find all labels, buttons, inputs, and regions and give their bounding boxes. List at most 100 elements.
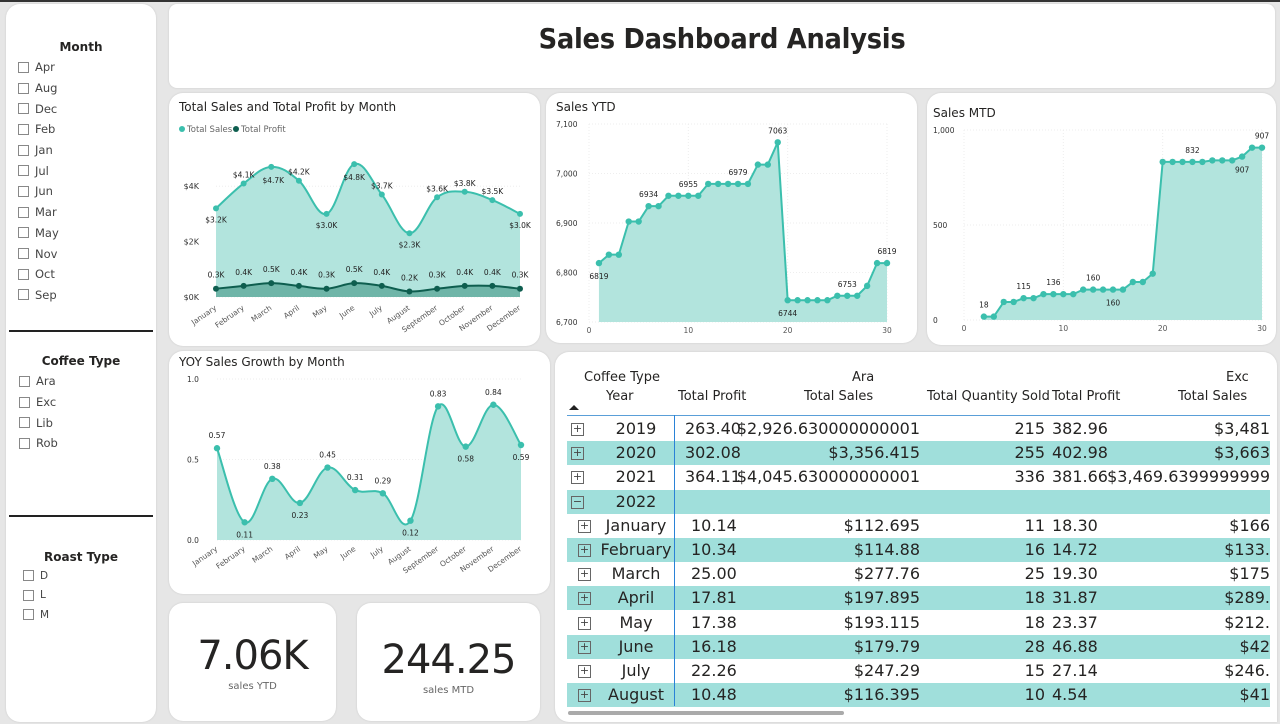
- matrix-header-year[interactable]: Year: [606, 389, 634, 404]
- x-tick-label: 0: [587, 326, 592, 335]
- checkbox[interactable]: [18, 144, 29, 156]
- y-tick-label: 6,800: [556, 269, 578, 278]
- kpi-value: 244.25: [381, 637, 517, 683]
- slicer-option-oct[interactable]: Oct: [18, 264, 156, 285]
- slicer-option-lib[interactable]: Lib: [19, 412, 156, 433]
- matrix-col-header[interactable]: Total Profit: [678, 389, 747, 404]
- horizontal-scrollbar[interactable]: [568, 711, 844, 715]
- yoy-growth-chart-card[interactable]: YOY Sales Growth by Month 0.0 0.5 1.0 0.57 0…: [169, 351, 550, 594]
- slicer-option-ara[interactable]: Ara: [19, 371, 156, 392]
- table-row[interactable]: + February 10.34 $114.88 16 14.72 $133.: [567, 538, 1270, 562]
- slicer-option-apr[interactable]: Apr: [18, 57, 156, 78]
- checkbox[interactable]: [19, 437, 30, 449]
- sales-profit-chart-card[interactable]: Total Sales and Total Profit by Month To…: [169, 93, 540, 346]
- sales-profit-chart[interactable]: Total Sales Total Profit $0K $2K $4K $3.2K $4.…: [169, 93, 540, 346]
- row-label: 2021: [615, 467, 657, 487]
- table-cell: $179.79: [853, 636, 920, 656]
- sales-ytd-chart[interactable]: 6,700 6,800 6,900 7,000 7,100 0 10 20 30 6819 6934…: [546, 93, 917, 343]
- checkbox[interactable]: [18, 289, 29, 301]
- legend-label-total-sales: Total Sales: [186, 125, 233, 135]
- collapse-icon[interactable]: −: [571, 494, 584, 509]
- table-row[interactable]: + July 22.26 $247.29 15 27.14 $246.: [567, 659, 1270, 683]
- table-row[interactable]: + May 17.38 $193.115 18 23.37 $212.: [567, 611, 1270, 635]
- table-row[interactable]: + March 25.00 $277.76 25 19.30 $175: [567, 562, 1270, 586]
- slicer-option-feb[interactable]: Feb: [18, 119, 156, 140]
- matrix-header-coffee-type[interactable]: Coffee Type: [584, 370, 660, 385]
- data-point: [675, 192, 682, 199]
- data-point: [695, 192, 702, 199]
- checkbox[interactable]: [18, 206, 29, 218]
- data-point: [1060, 290, 1067, 298]
- slicer-option-exc[interactable]: Exc: [19, 392, 156, 413]
- table-row[interactable]: + June 16.18 $179.79 28 46.88 $42: [567, 634, 1270, 659]
- slicer-option-dec[interactable]: Dec: [18, 98, 156, 119]
- table-row[interactable]: +2019 263.40 $2,926.630000000001 215 382.96 $…: [567, 417, 1270, 441]
- data-label: 7063: [768, 126, 787, 135]
- table-row[interactable]: + April 17.81 $197.895 18 31.87 $289.: [567, 586, 1270, 611]
- slicer-option-d[interactable]: D: [23, 566, 156, 586]
- data-point: [379, 490, 387, 497]
- slicer-option-m[interactable]: M: [23, 605, 156, 625]
- expand-icon[interactable]: +: [578, 591, 591, 606]
- table-cell: 255: [1014, 443, 1045, 463]
- checkbox[interactable]: [18, 61, 29, 73]
- slicer-option-aug[interactable]: Aug: [18, 78, 156, 99]
- yoy-growth-chart[interactable]: 0.0 0.5 1.0 0.57 0.11 0.38 0.23 0.45 0.31 0.29 0.1…: [169, 351, 550, 594]
- checkbox[interactable]: [18, 268, 29, 280]
- checkbox[interactable]: [18, 185, 29, 197]
- data-point: [517, 441, 525, 449]
- slicer-option-nov[interactable]: Nov: [18, 243, 156, 264]
- slicer-option-may[interactable]: May: [18, 223, 156, 244]
- checkbox[interactable]: [18, 248, 29, 260]
- checkbox[interactable]: [19, 375, 30, 387]
- matrix-col-header[interactable]: Total Quantity Sold: [927, 389, 1050, 404]
- matrix-col-header[interactable]: Total Sales: [1178, 389, 1248, 404]
- expand-icon[interactable]: +: [578, 688, 591, 703]
- data-label: 6819: [589, 272, 608, 281]
- expand-icon[interactable]: +: [571, 422, 584, 436]
- checkbox[interactable]: [18, 82, 29, 94]
- data-point: [1139, 278, 1146, 286]
- sales-mtd-chart[interactable]: 0 500 1,000 0 10 20 30 18 115 136 160 160 832 907 907: [927, 93, 1276, 345]
- checkbox[interactable]: [19, 396, 30, 408]
- sort-ascending-icon[interactable]: [569, 405, 579, 410]
- y-tick-label: 0.5: [187, 456, 199, 465]
- expand-icon[interactable]: +: [578, 664, 591, 678]
- data-point: [873, 259, 881, 267]
- expand-icon[interactable]: +: [578, 567, 591, 582]
- checkbox[interactable]: [23, 589, 34, 601]
- expand-icon[interactable]: +: [571, 446, 584, 461]
- expand-icon[interactable]: +: [578, 615, 591, 630]
- slicer-option-sep[interactable]: Sep: [18, 285, 156, 306]
- slicer-option-jun[interactable]: Jun: [18, 181, 156, 202]
- checkbox[interactable]: [18, 227, 29, 239]
- slicer-option-rob[interactable]: Rob: [19, 433, 156, 454]
- sales-ytd-chart-card[interactable]: Sales YTD 6,700 6,800 6,900 7,000 7,100 0 10 20…: [546, 93, 917, 343]
- table-row[interactable]: +2021 364.11 $4,045.630000000001 336 381.66 $…: [567, 465, 1270, 489]
- checkbox[interactable]: [18, 103, 29, 115]
- slicer-option-l[interactable]: L: [23, 586, 156, 606]
- checkbox[interactable]: [23, 609, 34, 621]
- data-point: [645, 202, 652, 210]
- expand-icon[interactable]: +: [578, 518, 591, 533]
- sales-point: [489, 197, 496, 204]
- slicer-option-jul[interactable]: Jul: [18, 160, 156, 181]
- table-row[interactable]: + January 10.14 $112.695 11 18.30 $166: [567, 514, 1270, 538]
- table-row[interactable]: + August 10.48 $116.395 10 4.54 $41: [567, 683, 1270, 708]
- table-row[interactable]: − 2022: [567, 489, 1270, 514]
- expand-icon[interactable]: +: [578, 639, 591, 654]
- checkbox[interactable]: [19, 417, 30, 429]
- slicer-option-mar[interactable]: Mar: [18, 202, 156, 223]
- expand-icon[interactable]: +: [578, 543, 591, 557]
- profit-point: [461, 282, 468, 289]
- checkbox[interactable]: [18, 123, 29, 135]
- matrix-col-header[interactable]: Total Profit: [1052, 389, 1121, 404]
- table-row[interactable]: +2020 302.08 $3,356.415 255 402.98 $3,663: [567, 441, 1270, 466]
- matrix-col-header[interactable]: Total Sales: [804, 389, 874, 404]
- checkbox[interactable]: [18, 165, 29, 177]
- sales-mtd-chart-card[interactable]: Sales MTD 0 500 1,000 0 10 20 30 18 115 136 160 160…: [927, 93, 1276, 345]
- checkbox[interactable]: [23, 570, 34, 582]
- x-tick-label: May: [311, 303, 329, 320]
- expand-icon[interactable]: +: [571, 470, 584, 485]
- slicer-option-jan[interactable]: Jan: [18, 140, 156, 161]
